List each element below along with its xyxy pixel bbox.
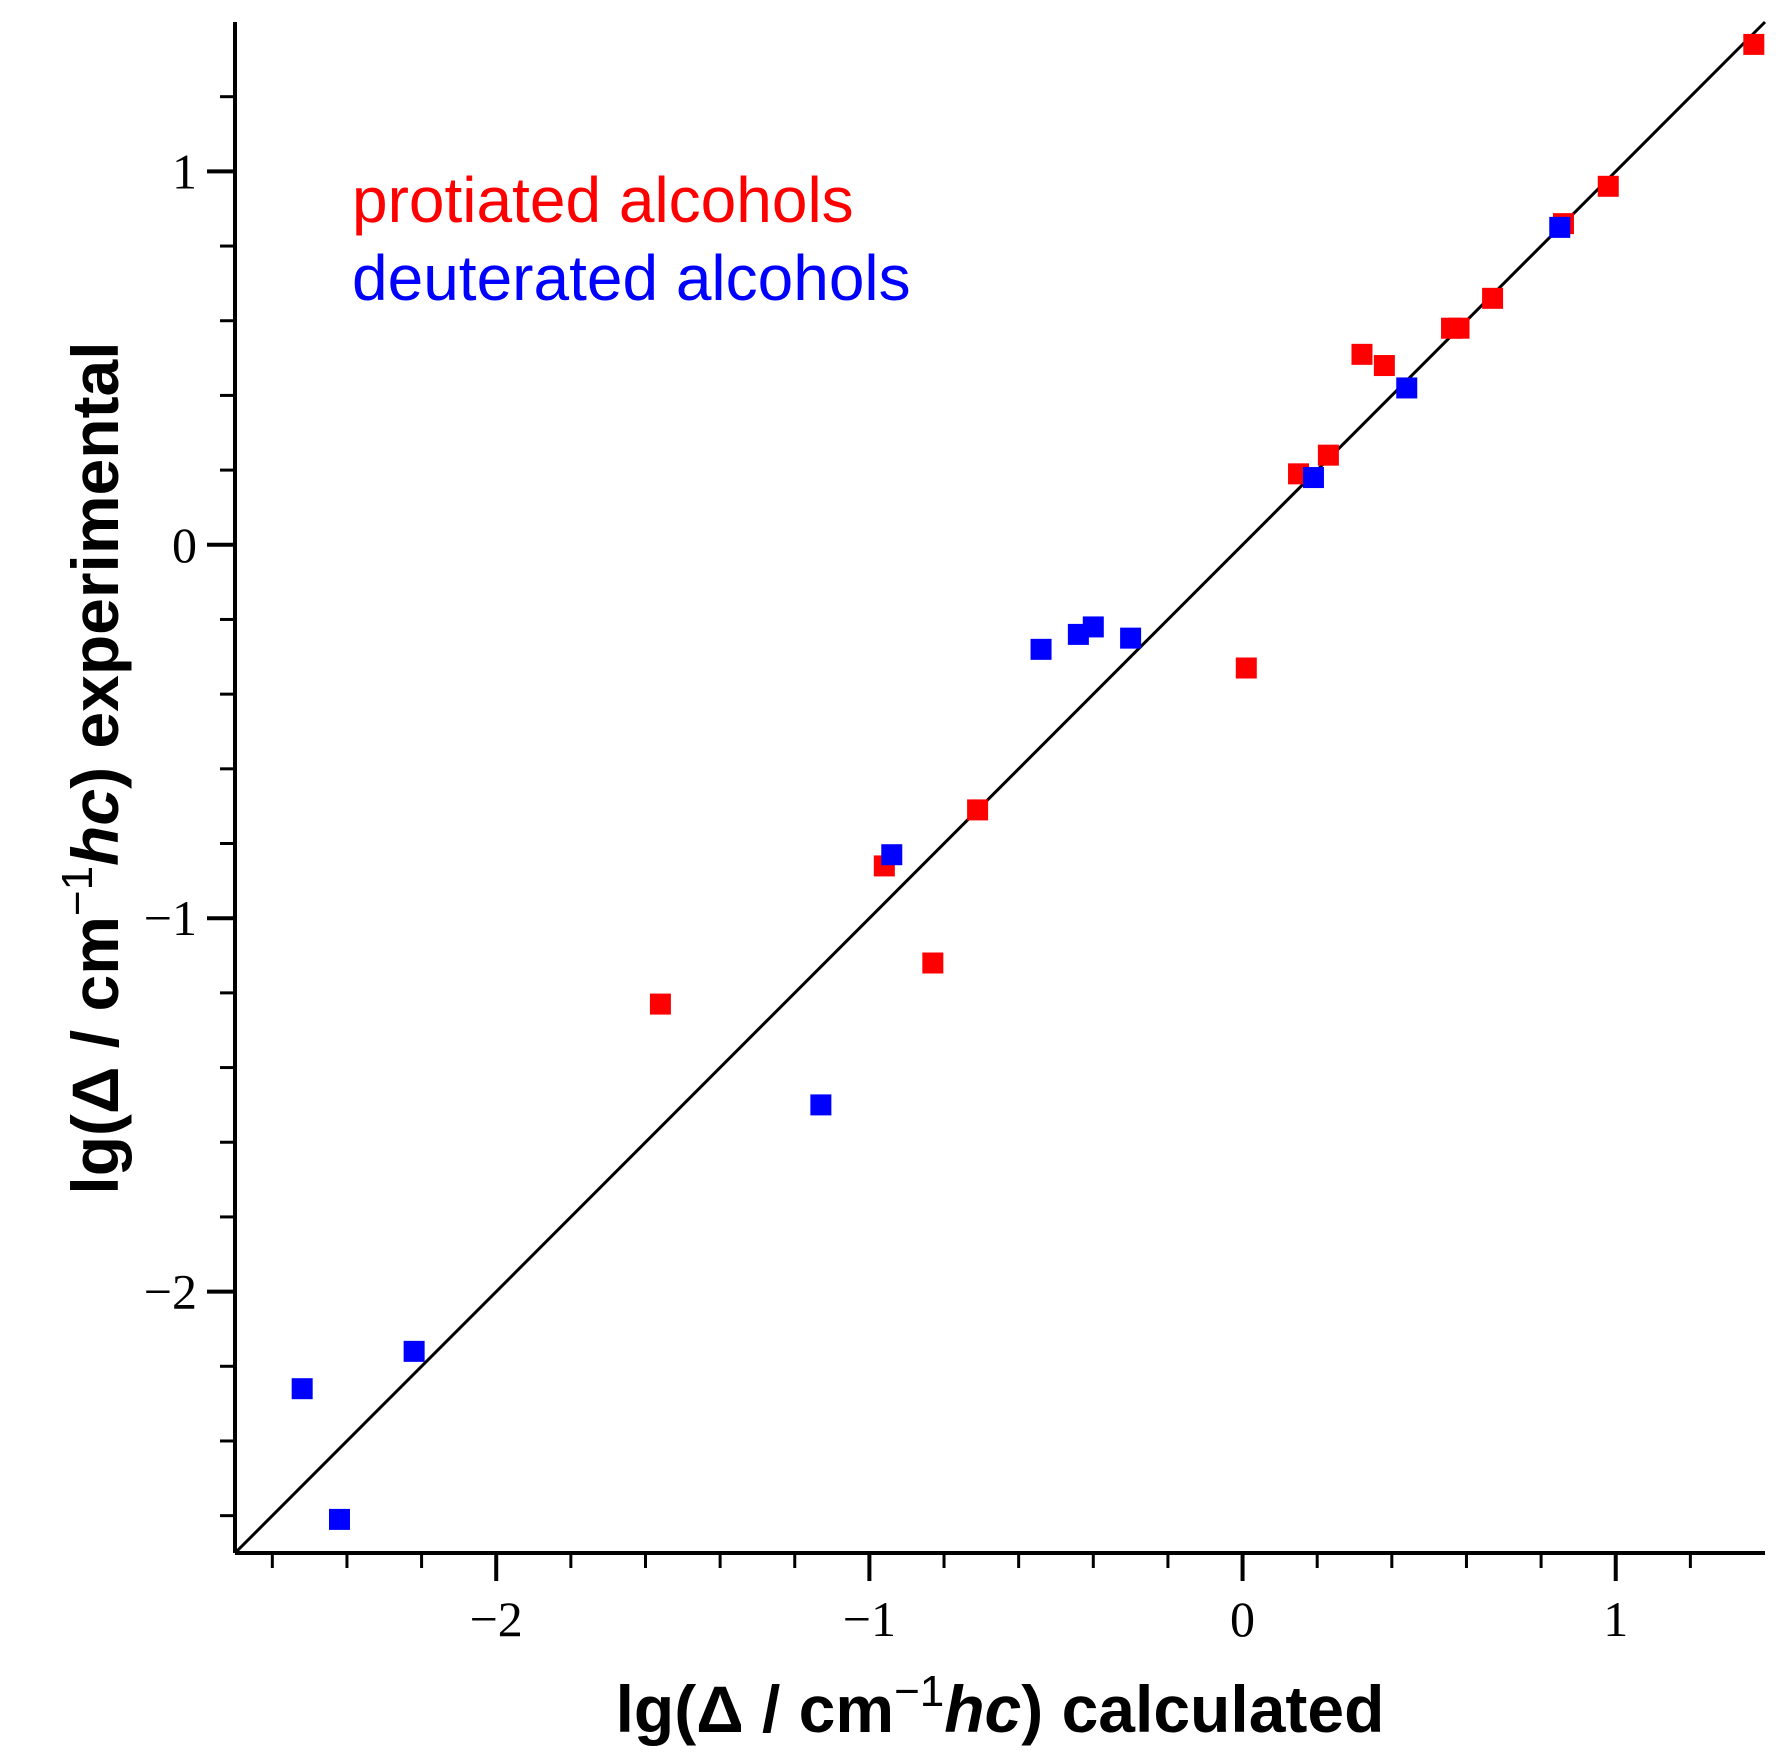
data-point <box>922 952 944 974</box>
axes <box>233 22 1765 1555</box>
x-axis-title: lg(Δ / cm−1hc) calculated <box>616 1667 1385 1746</box>
ticks <box>207 95 1692 1581</box>
reference-line <box>233 20 1767 1555</box>
y-tick-label: −2 <box>144 1264 197 1320</box>
data-point <box>1373 355 1395 377</box>
data-point <box>1082 616 1104 638</box>
data-point <box>1482 287 1504 309</box>
data-point <box>967 799 989 821</box>
x-tick-label: 1 <box>1603 1591 1628 1647</box>
data-point <box>1549 216 1571 238</box>
x-tick-label: 0 <box>1230 1591 1255 1647</box>
y-tick-label: 0 <box>172 517 197 573</box>
data-point <box>291 1378 313 1400</box>
data-point <box>649 993 671 1015</box>
x-tick-label: −2 <box>470 1591 523 1647</box>
legend: protiated alcohols deuterated alcohols <box>352 164 911 314</box>
data-point <box>1597 175 1619 197</box>
data-point <box>1030 638 1052 660</box>
data-point <box>1120 627 1142 649</box>
data-point <box>1396 377 1418 399</box>
data-point <box>328 1508 350 1530</box>
data-point <box>1302 467 1324 489</box>
x-tick-label: −1 <box>843 1591 896 1647</box>
legend-entry-deuterated: deuterated alcohols <box>352 242 911 314</box>
data-point <box>1743 33 1765 55</box>
data-point <box>1351 343 1373 365</box>
legend-entry-protiated: protiated alcohols <box>352 164 854 236</box>
y-tick-label: −1 <box>144 890 197 946</box>
y-tick-label: 1 <box>172 143 197 199</box>
data-point <box>810 1094 832 1116</box>
y-axis-title: lg(Δ / cm−1hc) experimental <box>53 341 132 1194</box>
data-point <box>1317 444 1339 466</box>
tick-labels: −2 −1 0 1 −2 −1 0 1 <box>144 143 1628 1647</box>
data-point <box>1448 317 1470 339</box>
series-deuterated <box>291 216 1571 1530</box>
data-point <box>1235 657 1257 679</box>
data-points <box>291 33 1765 1530</box>
data-point <box>881 844 903 866</box>
data-point <box>403 1340 425 1362</box>
